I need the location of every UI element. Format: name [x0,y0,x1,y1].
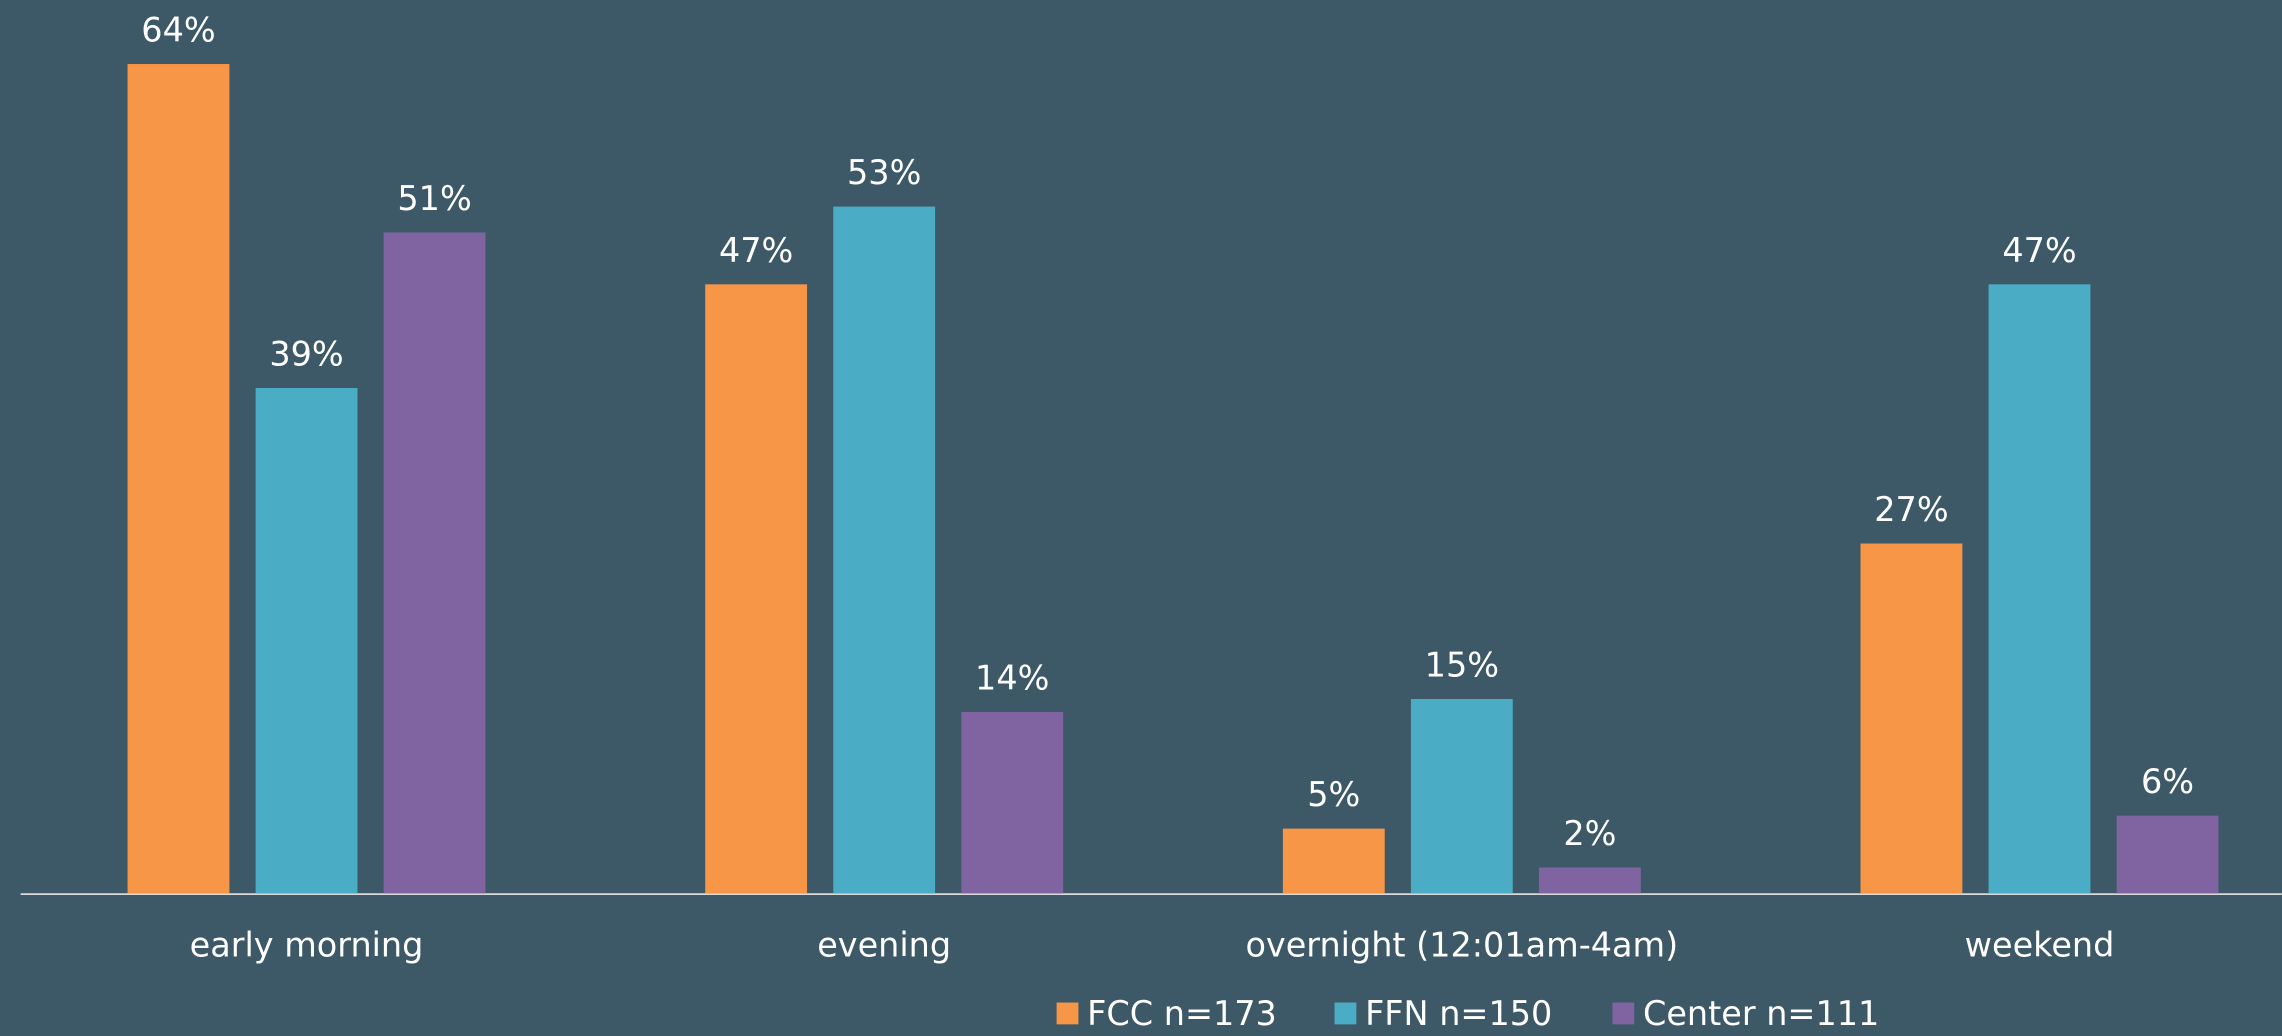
value-label: 64% [141,11,215,50]
legend-swatch [1056,1002,1079,1025]
legend-swatch [1612,1002,1635,1025]
bar [1860,543,1963,894]
x-tick-label: early morning [190,926,424,965]
bar [255,387,358,894]
legend-swatch [1334,1002,1357,1025]
bar [705,284,808,894]
value-label: 53% [847,153,921,192]
value-label: 5% [1307,775,1360,814]
bar [383,232,486,894]
legend-label: Center n=111 [1643,994,1879,1033]
legend-label: FCC n=173 [1087,994,1277,1033]
bar [1282,828,1385,894]
bar [961,711,1064,894]
value-label: 51% [397,179,471,218]
value-label: 2% [1563,814,1616,853]
bar [127,64,230,894]
value-label: 27% [1874,490,1948,529]
value-label: 47% [2002,231,2076,270]
bar [1410,699,1513,894]
bar [1988,284,2091,894]
value-label: 14% [975,658,1049,697]
bar [1538,867,1641,894]
x-tick-label: overnight (12:01am-4am) [1245,926,1678,965]
bar [2116,815,2219,894]
value-label: 15% [1425,646,1499,685]
x-tick-label: weekend [1965,926,2115,965]
value-label: 39% [269,334,343,373]
x-tick-label: evening [817,926,951,965]
value-label: 6% [2141,762,2194,801]
legend-label: FFN n=150 [1365,994,1552,1033]
bar [833,206,936,894]
value-label: 47% [719,231,793,270]
